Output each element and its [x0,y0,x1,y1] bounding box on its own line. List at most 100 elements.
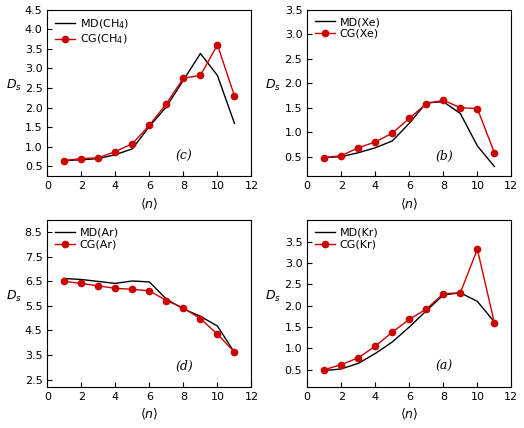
CG(Xe) [423,101,430,106]
Legend: MD(Xe), CG(Xe): MD(Xe), CG(Xe) [313,15,383,41]
Text: (d): (d) [176,360,194,373]
CG(CH$_4$) [163,101,170,106]
CG(CH$_4$) [231,93,237,98]
MD(Kr) [338,366,344,372]
MD(Xe) [338,154,344,159]
CG(Kr) [406,317,412,322]
MD(Xe) [457,111,464,116]
CG(Kr) [491,320,497,325]
CG(Ar) [214,332,221,337]
CG(Kr) [321,367,328,372]
MD(Ar) [61,276,68,281]
CG(Ar) [129,287,136,292]
CG(CH$_4$) [146,123,152,128]
X-axis label: $\langle n \rangle$: $\langle n \rangle$ [400,407,419,422]
CG(Kr) [389,330,396,335]
Line: CG(Kr): CG(Kr) [321,246,497,373]
Y-axis label: $D_s$: $D_s$ [6,78,21,93]
Line: CG(Xe): CG(Xe) [321,97,497,161]
MD(Kr) [474,299,481,304]
CG(Ar) [78,281,84,286]
CG(Kr) [474,247,481,252]
CG(CH$_4$) [78,156,84,161]
MD(Xe) [406,121,412,126]
CG(Kr) [423,306,430,312]
CG(Xe) [474,106,481,111]
MD(Xe) [440,99,446,104]
CG(Xe) [491,150,497,155]
CG(CH$_4$) [61,158,68,163]
MD(Kr) [372,351,378,356]
MD(Ar) [129,278,136,283]
MD(Kr) [389,339,396,345]
MD(Kr) [406,324,412,330]
MD(Xe) [355,150,362,155]
Y-axis label: $D_s$: $D_s$ [6,288,21,303]
CG(Ar) [231,350,237,355]
MD(CH$_4$) [180,77,187,83]
CG(Kr) [372,344,378,349]
CG(CH$_4$) [197,73,203,78]
Text: (c): (c) [176,150,193,163]
CG(Xe) [372,140,378,145]
MD(CH$_4$) [95,156,102,161]
X-axis label: $\langle n \rangle$: $\langle n \rangle$ [140,407,159,422]
CG(Kr) [355,355,362,360]
Legend: MD(CH$_4$), CG(CH$_4$): MD(CH$_4$), CG(CH$_4$) [53,15,131,48]
MD(Kr) [491,319,497,324]
MD(CH$_4$) [78,157,84,162]
CG(CH$_4$) [112,149,118,154]
MD(CH$_4$) [112,152,118,157]
Line: MD(Ar): MD(Ar) [64,279,234,353]
CG(CH$_4$) [129,141,136,146]
MD(Ar) [214,324,221,329]
MD(CH$_4$) [146,124,152,129]
Line: CG(Ar): CG(Ar) [61,278,237,355]
MD(CH$_4$) [129,146,136,152]
CG(CH$_4$) [95,155,102,160]
Text: (a): (a) [436,360,453,373]
MD(Ar) [197,314,203,319]
CG(Xe) [457,105,464,110]
CG(Xe) [321,155,328,160]
CG(Ar) [163,298,170,303]
CG(Ar) [95,283,102,288]
CG(CH$_4$) [180,76,187,81]
MD(Xe) [321,155,328,160]
CG(Xe) [338,153,344,158]
CG(Xe) [355,145,362,150]
Line: MD(Xe): MD(Xe) [324,102,494,166]
CG(Ar) [112,286,118,291]
CG(Kr) [457,290,464,295]
Y-axis label: $D_s$: $D_s$ [266,288,281,303]
CG(CH$_4$) [214,42,221,48]
CG(Kr) [338,362,344,367]
MD(Kr) [321,368,328,373]
MD(Ar) [163,297,170,302]
MD(CH$_4$) [231,121,237,126]
CG(Ar) [180,305,187,310]
MD(CH$_4$) [61,158,68,163]
CG(Ar) [197,316,203,321]
MD(Xe) [491,164,497,169]
MD(Xe) [389,138,396,143]
CG(Ar) [146,288,152,293]
MD(Ar) [180,306,187,312]
MD(Kr) [440,292,446,297]
CG(Ar) [61,279,68,284]
Y-axis label: $D_s$: $D_s$ [266,78,281,93]
Legend: MD(Kr), CG(Kr): MD(Kr), CG(Kr) [313,226,380,252]
Line: MD(CH$_4$): MD(CH$_4$) [64,54,234,160]
Line: CG(CH$_4$): CG(CH$_4$) [61,42,237,163]
MD(Xe) [372,145,378,150]
Line: MD(Kr): MD(Kr) [324,293,494,371]
Text: (b): (b) [436,150,454,163]
MD(Xe) [423,100,430,105]
X-axis label: $\langle n \rangle$: $\langle n \rangle$ [140,197,159,212]
MD(CH$_4$) [163,104,170,110]
MD(Xe) [474,143,481,149]
MD(Ar) [95,279,102,284]
Legend: MD(Ar), CG(Ar): MD(Ar), CG(Ar) [53,226,121,252]
MD(CH$_4$) [214,73,221,78]
MD(Kr) [457,290,464,295]
